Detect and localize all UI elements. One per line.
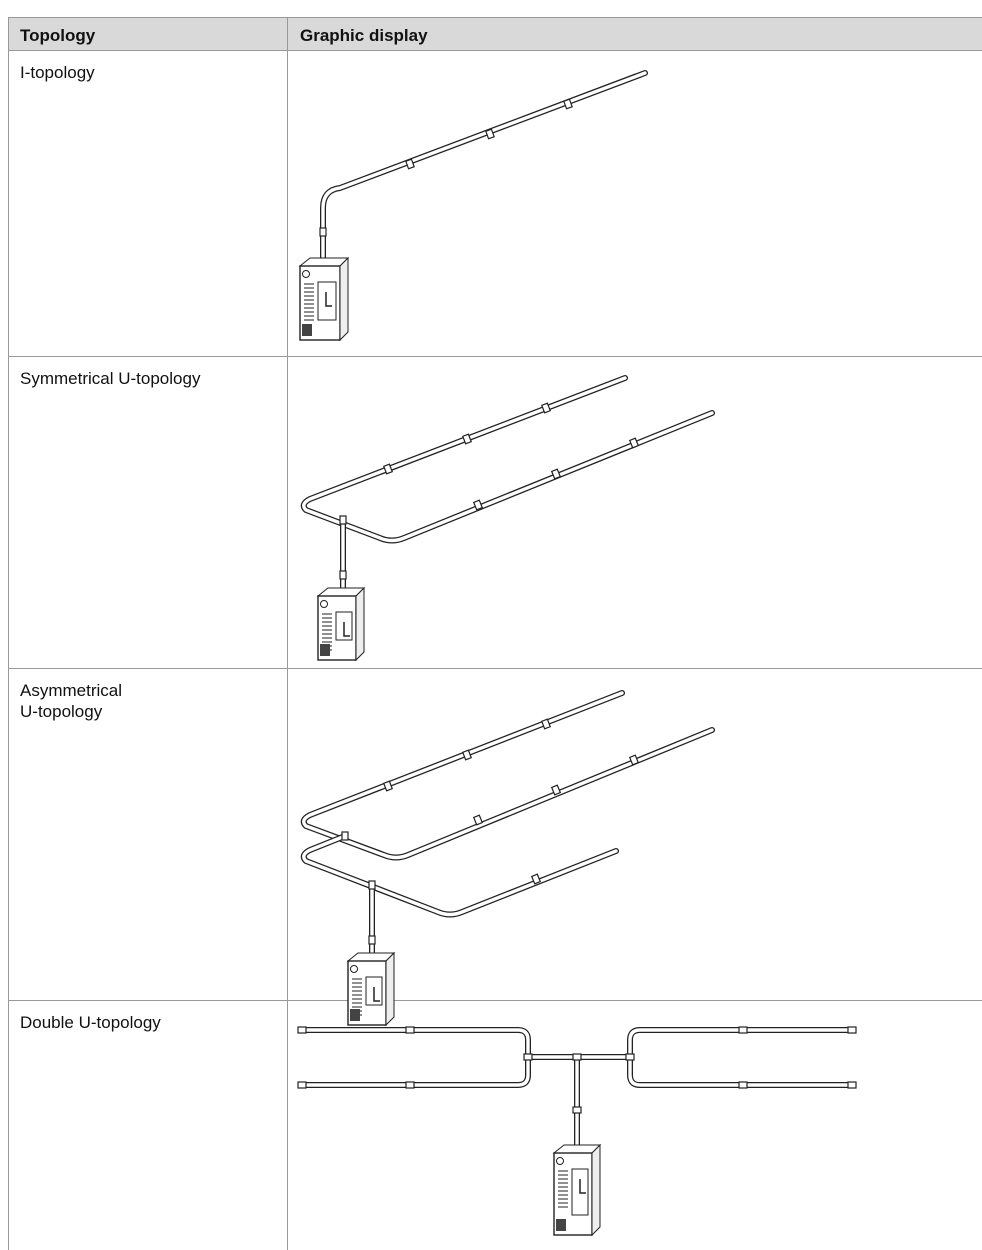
coupler <box>320 228 326 236</box>
pipe <box>304 693 712 858</box>
pipe <box>302 1030 528 1085</box>
pipe <box>630 1030 852 1085</box>
device-side <box>386 953 394 1025</box>
device-base <box>302 324 312 336</box>
device-knob <box>557 1158 564 1165</box>
device-knob <box>303 271 310 278</box>
coupler <box>340 571 346 579</box>
coupler <box>848 1027 856 1033</box>
coupler <box>474 815 483 825</box>
device-base <box>556 1219 566 1231</box>
coupler <box>298 1027 306 1033</box>
device-side <box>592 1145 600 1235</box>
pipe-inner <box>323 73 645 262</box>
coupler <box>573 1054 581 1060</box>
coupler <box>342 832 348 840</box>
pipe <box>304 836 616 915</box>
page: Topology Graphic display I-topology Symm… <box>0 0 982 1250</box>
coupler <box>626 1054 634 1060</box>
device-base <box>350 1009 360 1021</box>
pipe-inner <box>630 1030 852 1085</box>
coupler <box>524 1054 532 1060</box>
coupler <box>340 516 346 524</box>
pipe <box>323 73 645 262</box>
device-side <box>340 258 348 340</box>
pipe <box>304 378 712 541</box>
device-panel <box>318 282 336 320</box>
coupler <box>298 1082 306 1088</box>
coupler <box>406 1027 414 1033</box>
coupler <box>739 1027 747 1033</box>
coupler <box>573 1107 581 1113</box>
device-base <box>320 644 330 656</box>
pipe <box>528 1057 630 1145</box>
coupler <box>739 1082 747 1088</box>
pipe-inner <box>304 378 712 541</box>
diagrams <box>0 0 982 1250</box>
device-side <box>356 588 364 660</box>
device-knob <box>321 601 328 608</box>
coupler <box>848 1082 856 1088</box>
coupler <box>369 881 375 889</box>
device-knob <box>351 966 358 973</box>
coupler <box>369 936 375 944</box>
pipe-inner <box>302 1030 528 1085</box>
coupler <box>406 1082 414 1088</box>
pipe-inner <box>304 693 712 858</box>
